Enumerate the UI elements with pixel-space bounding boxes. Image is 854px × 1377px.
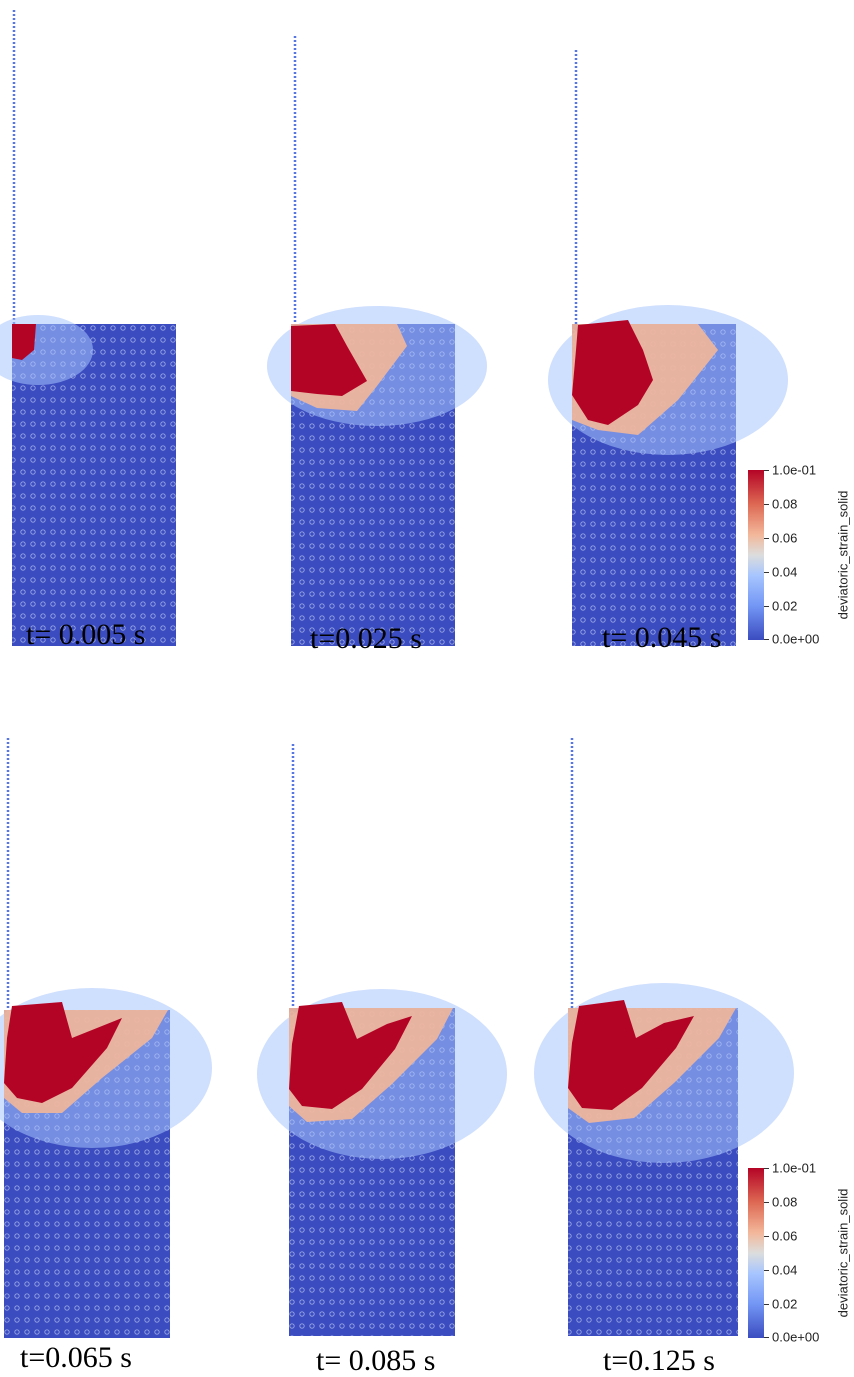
panel-2 xyxy=(267,36,487,656)
panel-6 xyxy=(534,738,794,1338)
panel-4 xyxy=(0,738,212,1338)
strain-zone xyxy=(289,1002,412,1109)
simulation-plot-4 xyxy=(0,738,212,1338)
colorbar-title: deviatoric_strain_solid xyxy=(835,1188,851,1318)
panel-3 xyxy=(548,50,788,660)
caption-2: t=0.025 s xyxy=(310,622,422,655)
caption-6: t=0.125 s xyxy=(603,1344,715,1377)
colorbar-gradient xyxy=(748,1168,764,1338)
simulation-plot-1 xyxy=(0,10,176,646)
colorbar-max: 1.0e-01 xyxy=(772,462,817,478)
colorbar-min: 0.0e+00 xyxy=(772,1329,820,1345)
strain-zone xyxy=(568,1000,694,1110)
strain-zone xyxy=(4,1002,122,1103)
caption-3: t= 0.045 s xyxy=(602,621,722,654)
panel-1 xyxy=(0,10,178,650)
simulation-plot-6 xyxy=(534,738,794,1336)
simulation-plot-3 xyxy=(548,50,788,646)
colorbar-gradient xyxy=(748,470,764,640)
panel-5 xyxy=(257,744,507,1344)
simulation-plot-5 xyxy=(257,744,507,1336)
strain-zone xyxy=(12,324,36,360)
colorbar-top: 1.0e-01 0.08 0.06 0.04 0.02 0.0e+00 devi… xyxy=(748,463,854,650)
colorbar-max: 1.0e-01 xyxy=(772,1160,817,1176)
strain-zone xyxy=(291,324,367,396)
colorbar-title: deviatoric_strain_solid xyxy=(835,490,851,620)
caption-5: t= 0.085 s xyxy=(316,1344,436,1377)
strain-zone xyxy=(572,320,653,425)
caption-4: t=0.065 s xyxy=(20,1341,132,1374)
colorbar-bottom: 1.0e-01 0.08 0.06 0.04 0.02 0.0e+00 devi… xyxy=(748,1161,854,1348)
colorbar-min: 0.0e+00 xyxy=(772,631,820,647)
caption-1: t= 0.005 s xyxy=(26,618,146,651)
simulation-plot-2 xyxy=(267,36,487,646)
